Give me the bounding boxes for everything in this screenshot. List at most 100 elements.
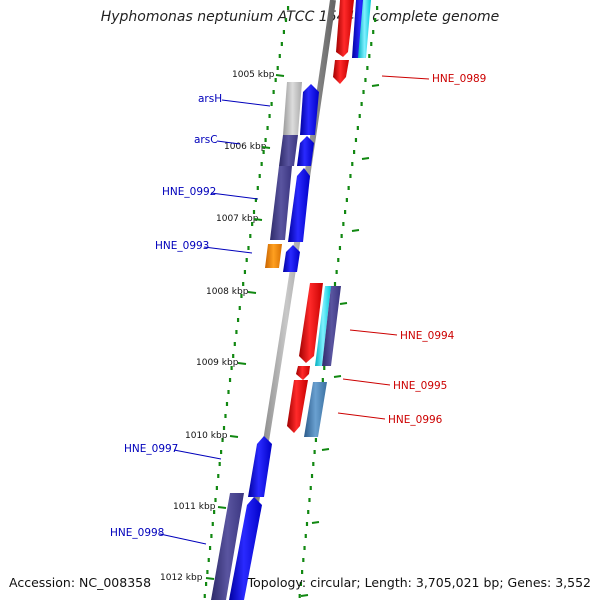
feature-arsH-aux xyxy=(283,82,302,135)
track-dot xyxy=(243,270,247,274)
scale-dash xyxy=(300,594,309,597)
track-dot xyxy=(203,594,206,598)
track-dot xyxy=(224,414,227,418)
cds-hne0996 xyxy=(287,380,308,433)
cds-hne0989 xyxy=(333,60,349,84)
track-dot xyxy=(274,78,277,82)
track-dot xyxy=(276,66,279,70)
cds-arsH xyxy=(300,84,319,135)
genome-stats-text: Topology: circular; Length: 3,705,021 bp… xyxy=(247,575,591,590)
scale-dash xyxy=(371,84,380,87)
leader-line xyxy=(349,329,398,336)
track-dot xyxy=(372,30,375,34)
track-dot xyxy=(356,126,359,130)
track-dot xyxy=(230,366,233,370)
track-dot xyxy=(247,246,250,250)
track-dot xyxy=(208,546,212,550)
track-dot xyxy=(228,378,232,382)
track-dot xyxy=(222,426,226,430)
track-dot xyxy=(215,486,218,490)
feature-hne0998-aux xyxy=(211,493,244,600)
track-dot xyxy=(312,462,315,466)
leader-line xyxy=(210,192,259,200)
feature-hne0992-aux xyxy=(270,166,292,240)
gene-label-reverse: HNE_0998 xyxy=(110,527,164,539)
scale-dash xyxy=(311,521,320,524)
tick-dash xyxy=(275,74,285,77)
track-dot xyxy=(272,90,275,94)
track-dot xyxy=(298,594,301,598)
track-dot xyxy=(304,534,307,538)
scale-dash xyxy=(351,229,360,232)
leader-line xyxy=(381,75,430,80)
gene-label-reverse: HNE_0993 xyxy=(155,240,209,252)
track-dot xyxy=(233,342,236,346)
tick-label: 1007 kbp xyxy=(216,214,259,224)
track-dot xyxy=(286,6,290,10)
track-dot xyxy=(238,306,241,310)
track-dot xyxy=(307,510,310,514)
tick-dash xyxy=(237,362,247,365)
track-dot xyxy=(347,186,350,190)
track-dot xyxy=(337,258,340,262)
track-dot xyxy=(309,486,312,490)
feature-hne0994-aux xyxy=(315,286,331,366)
cds-hne0989-top xyxy=(336,0,354,57)
track-dot xyxy=(214,498,217,502)
track-dot xyxy=(323,366,326,370)
track-dot xyxy=(256,186,259,190)
track-dot xyxy=(321,378,324,382)
track-dot xyxy=(313,450,316,454)
gene-label-reverse: arsH xyxy=(198,93,222,105)
gene-label-forward: HNE_0996 xyxy=(388,414,443,426)
track-dot xyxy=(374,18,377,22)
track-dot xyxy=(252,210,256,214)
track-dot xyxy=(299,582,303,586)
track-dot xyxy=(262,150,265,154)
track-dot xyxy=(232,354,235,358)
track-dot xyxy=(351,162,354,166)
tick-label: 1012 kbp xyxy=(160,573,203,583)
track-dot xyxy=(314,438,318,442)
cds-hne0998 xyxy=(229,497,262,600)
feature-hne0994-aux2 xyxy=(322,286,341,366)
cds-arsC xyxy=(297,136,314,166)
track-dot xyxy=(225,402,229,406)
track-dot xyxy=(345,198,348,202)
tick-dash xyxy=(229,435,239,438)
cds-hne0997 xyxy=(248,436,272,497)
track-dot xyxy=(310,474,314,478)
feature-hne0996-aux xyxy=(304,382,327,437)
track-dot xyxy=(360,102,363,106)
feature-hne0989-aux2 xyxy=(358,0,371,58)
scale-dash xyxy=(333,375,342,378)
tick-dash xyxy=(253,218,263,221)
gene-label-reverse: arsC xyxy=(194,134,218,146)
track-dot xyxy=(221,438,224,442)
cds-hne0994 xyxy=(299,283,323,363)
track-dot xyxy=(376,6,379,10)
track-dot xyxy=(204,582,208,586)
tick-label: 1009 kbp xyxy=(196,358,239,368)
track-dot xyxy=(210,534,213,538)
cds-hne0993 xyxy=(283,245,300,272)
tick-dash xyxy=(217,506,227,509)
dotted-track-reverse xyxy=(203,6,290,598)
track-dot xyxy=(333,282,337,286)
track-dot xyxy=(302,558,305,562)
track-dot xyxy=(240,294,243,298)
reverse-strand-features xyxy=(211,82,319,600)
track-dot xyxy=(340,234,343,238)
track-dot xyxy=(354,138,358,142)
leader-line xyxy=(216,140,241,145)
leader-line xyxy=(203,246,253,254)
gene-labels: arsH arsC HNE_0992 HNE_0993 HNE_0997 HNE_0998… xyxy=(110,73,486,545)
gene-label-forward: HNE_0994 xyxy=(400,330,455,342)
leader-line xyxy=(337,412,386,420)
tick-label: 1010 kbp xyxy=(185,431,228,441)
track-dot xyxy=(303,546,306,550)
track-dot xyxy=(349,174,352,178)
track-dot xyxy=(344,210,347,214)
scale-dash xyxy=(361,157,370,160)
